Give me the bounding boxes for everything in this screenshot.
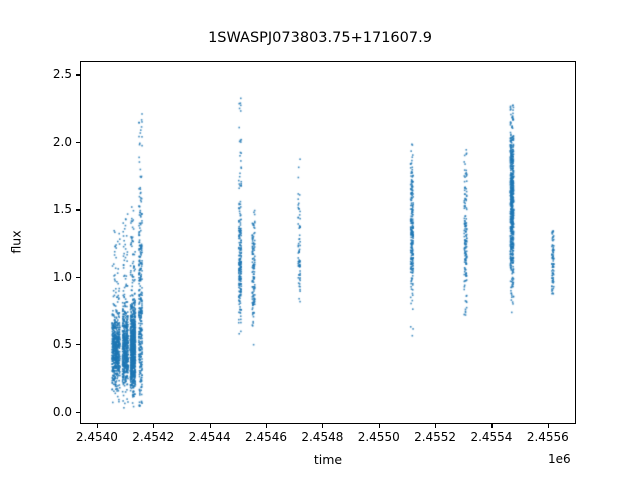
x-axis-offset-label: 1e6 (548, 452, 571, 466)
x-tick-label: 2.4544 (188, 430, 231, 444)
x-tick-mark (378, 424, 380, 428)
chart-title: 1SWASPJ073803.75+171607.9 (208, 30, 432, 46)
scatter-points-layer (81, 62, 575, 423)
y-tick-label: 0.5 (52, 337, 72, 352)
x-tick-label: 2.4556 (526, 430, 569, 444)
y-tick-mark (76, 141, 80, 144)
x-tick-mark (96, 424, 98, 428)
x-tick-mark (491, 424, 493, 428)
x-tick-label: 2.4548 (301, 430, 344, 444)
x-tick-label: 2.4554 (470, 430, 513, 444)
y-tick-label: 0.0 (52, 404, 72, 419)
x-tick-mark (435, 424, 437, 428)
y-axis-label: flux (8, 230, 24, 254)
x-tick-mark (547, 424, 549, 428)
y-tick-mark (76, 411, 80, 413)
y-tick-label: 1.5 (52, 202, 72, 217)
x-tick-label: 2.4540 (75, 430, 118, 444)
x-tick-mark (209, 424, 211, 428)
plot-axes-area (80, 61, 576, 424)
y-tick-mark (76, 276, 80, 278)
x-tick-label: 2.4550 (357, 430, 400, 444)
x-tick-label: 2.4546 (245, 430, 287, 444)
x-tick-label: 2.4542 (132, 430, 175, 444)
x-axis-label: time (313, 452, 343, 467)
x-tick-label: 2.4552 (414, 430, 457, 444)
x-tick-mark (322, 424, 324, 428)
y-tick-label: 2.5 (52, 67, 72, 82)
y-tick-label: 1.0 (52, 269, 72, 284)
y-tick-label: 2.0 (52, 134, 72, 149)
x-tick-mark (153, 424, 155, 428)
x-tick-mark (266, 424, 268, 428)
y-tick-mark (76, 209, 80, 211)
y-tick-mark (76, 74, 80, 76)
y-tick-mark (76, 344, 80, 346)
